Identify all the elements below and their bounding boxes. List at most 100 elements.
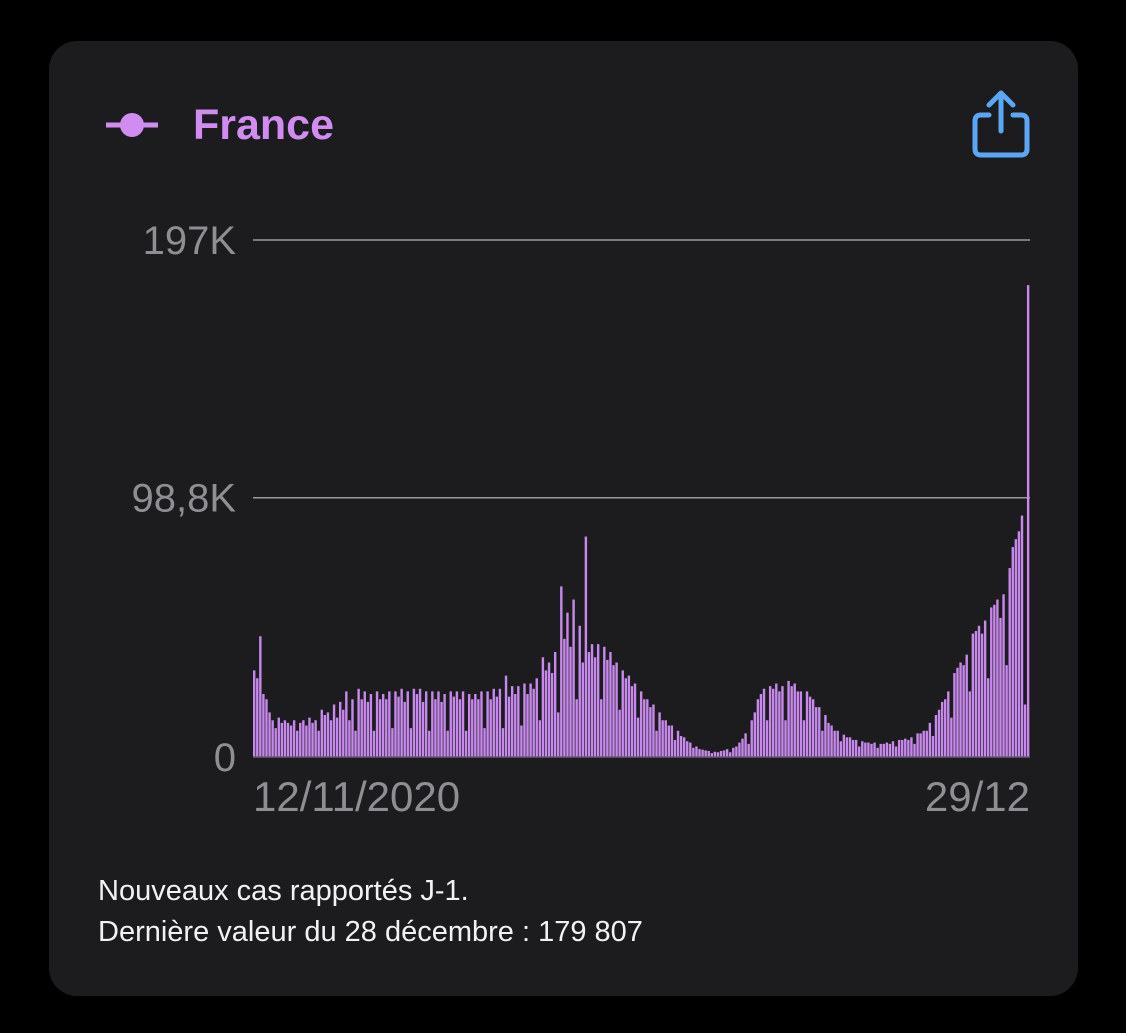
bar-45 xyxy=(391,728,394,757)
bar-180 xyxy=(805,691,809,757)
bar-153 xyxy=(722,750,726,757)
bar-0 xyxy=(253,670,256,757)
bar-17 xyxy=(305,725,308,757)
bar-155 xyxy=(729,752,732,757)
bar-65 xyxy=(452,696,456,757)
bar-26 xyxy=(332,704,336,757)
bar-70 xyxy=(467,694,471,757)
bar-111 xyxy=(593,657,597,757)
bar-6 xyxy=(271,720,274,757)
bar-232 xyxy=(965,654,968,757)
bar-178 xyxy=(799,691,803,757)
bar-46 xyxy=(394,691,397,757)
bar-212 xyxy=(904,738,907,757)
bar-37 xyxy=(366,701,370,757)
bar-67 xyxy=(458,699,462,757)
bar-229 xyxy=(956,667,959,757)
bar-227 xyxy=(950,717,953,757)
bar-166 xyxy=(762,688,766,757)
bar-25 xyxy=(329,720,333,757)
bar-117 xyxy=(612,665,615,757)
bar-89 xyxy=(526,694,529,757)
bar-206 xyxy=(885,742,889,757)
bar-144 xyxy=(695,746,698,757)
bar-233 xyxy=(968,691,971,757)
bar-243 xyxy=(999,617,1002,757)
bar-241 xyxy=(993,604,996,757)
bar-200 xyxy=(867,742,870,757)
bar-16 xyxy=(302,720,305,757)
bar-195 xyxy=(851,739,855,757)
bar-43 xyxy=(385,699,388,757)
bar-114 xyxy=(603,646,606,757)
caption-line-1: Nouveaux cas rapportés J-1. xyxy=(98,875,469,907)
bar-106 xyxy=(578,625,581,757)
y-tick-label-1: 98,8K xyxy=(131,477,236,521)
bar-27 xyxy=(335,717,339,757)
bar-18 xyxy=(308,717,311,757)
bar-119 xyxy=(618,709,621,757)
bar-141 xyxy=(686,741,689,757)
bar-146 xyxy=(701,749,704,757)
bar-23 xyxy=(323,715,327,757)
bar-174 xyxy=(787,680,790,757)
bar-230 xyxy=(959,662,962,757)
bar-142 xyxy=(689,742,692,757)
bar-223 xyxy=(937,709,941,757)
bar-121 xyxy=(624,678,628,757)
bar-147 xyxy=(704,750,707,757)
bar-240 xyxy=(990,607,993,757)
bar-152 xyxy=(719,750,723,757)
bar-83 xyxy=(507,696,511,757)
bar-33 xyxy=(354,730,357,757)
bar-57 xyxy=(428,730,431,757)
bar-109 xyxy=(587,652,591,757)
bar-172 xyxy=(781,686,784,757)
bar-85 xyxy=(514,694,517,757)
bar-154 xyxy=(725,749,729,757)
bar-53 xyxy=(415,694,419,757)
bar-252 xyxy=(1026,285,1030,757)
bar-69 xyxy=(464,730,468,757)
bar-96 xyxy=(547,662,551,757)
bar-2 xyxy=(259,636,262,757)
bar-63 xyxy=(446,730,449,757)
bar-78 xyxy=(492,688,495,757)
chart-card: France 0 98,8K 197K 12/11/2020 29/12 Nouveau… xyxy=(49,41,1078,996)
bar-224 xyxy=(940,701,944,757)
bar-112 xyxy=(596,644,600,757)
bar-242 xyxy=(996,599,999,757)
bar-100 xyxy=(560,586,563,757)
bar-184 xyxy=(818,707,821,757)
bar-158 xyxy=(738,742,741,757)
bar-203 xyxy=(876,747,879,757)
bar-14 xyxy=(296,730,299,757)
bar-237 xyxy=(980,633,984,757)
bar-107 xyxy=(581,662,585,757)
bar-194 xyxy=(848,737,852,757)
bar-170 xyxy=(775,683,778,757)
bar-9 xyxy=(280,722,284,757)
bar-71 xyxy=(471,699,474,757)
bar-214 xyxy=(910,737,913,757)
bar-176 xyxy=(793,683,796,757)
bar-47 xyxy=(397,696,400,757)
bar-169 xyxy=(772,688,775,757)
bar-234 xyxy=(971,633,975,757)
bar-159 xyxy=(741,738,744,757)
bar-148 xyxy=(707,750,710,757)
card-header: France xyxy=(49,41,1078,221)
x-start-label: 12/11/2020 xyxy=(253,773,460,820)
bar-116 xyxy=(609,652,612,757)
bar-79 xyxy=(495,696,499,757)
bar-164 xyxy=(756,699,760,757)
bar-197 xyxy=(858,746,861,757)
bar-204 xyxy=(879,743,882,757)
share-icon[interactable] xyxy=(969,87,1033,159)
bar-51 xyxy=(409,728,413,757)
bar-20 xyxy=(314,720,317,757)
bar-35 xyxy=(360,699,363,757)
bar-54 xyxy=(418,688,422,757)
bar-246 xyxy=(1008,568,1011,757)
bar-133 xyxy=(661,720,664,757)
